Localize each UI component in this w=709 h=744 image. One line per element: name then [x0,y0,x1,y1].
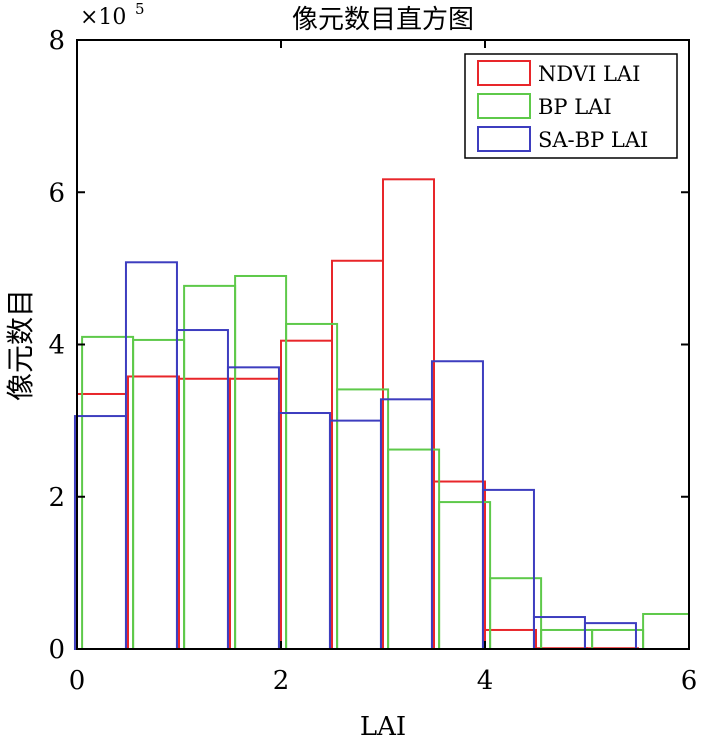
y-multiplier: ×10 5 [80,0,145,30]
bars-layer [73,178,690,651]
legend-box [464,53,678,159]
y-tick-label-2: 2 [48,483,65,513]
y-tick-label-0: 0 [48,635,65,665]
y-multiplier-exponent: 5 [135,0,145,18]
legend-swatch-bp-lai [477,93,531,119]
x-tick-label-6: 6 [681,666,698,696]
bar-bp-lai-11 [642,612,690,650]
chart-title: 像元数目直方图 [292,5,474,35]
legend-swatch-ndvi-lai [477,60,531,86]
bar-ndvi-lai-8 [484,628,537,650]
y-tick-label-8: 8 [48,26,65,56]
plot-area: 0 2 4 6 0 2 4 6 8 [48,26,697,696]
x-axis-label: LAI [360,712,406,742]
legend: NDVI LAI BP LAI SA-BP LAI [464,53,678,159]
y-axis-label: 像元数目 [4,289,37,401]
bar-ndvi-lai-0 [76,392,129,651]
x-tick-label-0: 0 [69,666,86,696]
legend-swatch-sa-bp-lai [477,126,531,152]
bar-ndvi-lai-1 [127,375,180,650]
x-tick-label-4: 4 [477,666,494,696]
bar-ndvi-lai-3 [229,377,282,650]
legend-label-ndvi-lai: NDVI LAI [538,62,640,86]
y-tick-label-4: 4 [48,331,65,361]
bar-ndvi-lai-2 [178,377,231,650]
y-tick-label-6: 6 [48,178,65,208]
ticks-layer: 0 2 4 6 0 2 4 6 8 [48,26,697,696]
x-tick-label-2: 2 [273,666,290,696]
bar-ndvi-lai-4 [280,339,333,650]
bar-ndvi-lai-5 [331,259,384,650]
bar-ndvi-lai-6 [382,178,435,650]
bar-ndvi-lai-7 [433,480,486,650]
legend-label-bp-lai: BP LAI [538,95,612,119]
legend-label-sa-bp-lai: SA-BP LAI [538,128,648,152]
y-multiplier-base: ×10 [80,5,126,30]
